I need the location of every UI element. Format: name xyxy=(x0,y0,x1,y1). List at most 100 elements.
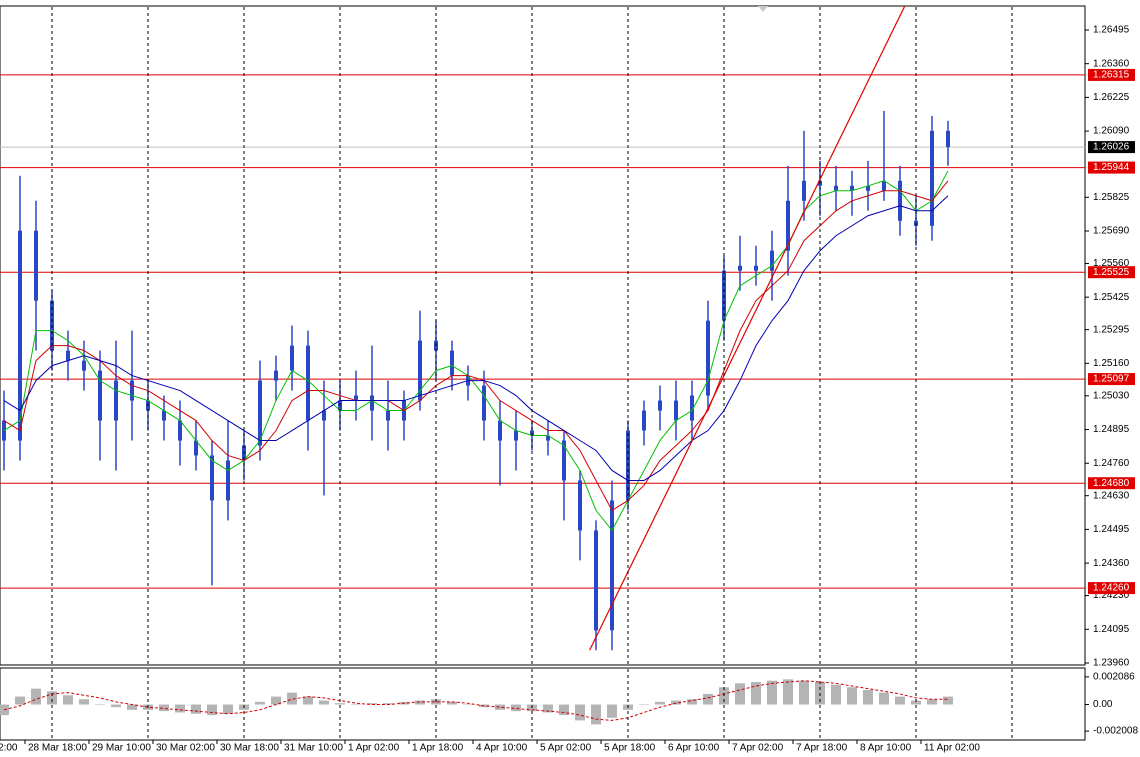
level-label: 1.24260 xyxy=(1093,583,1130,594)
candle-body xyxy=(482,385,486,421)
histogram-bar xyxy=(495,704,505,710)
histogram-bar xyxy=(207,704,217,716)
x-tick-label: 1 Apr 18:00 xyxy=(412,743,464,754)
y-tick-label: 0.002086 xyxy=(1093,672,1135,683)
level-label: 1.24680 xyxy=(1093,478,1130,489)
histogram-bar xyxy=(591,704,601,725)
candle-body xyxy=(770,250,774,271)
histogram-bar xyxy=(767,680,777,705)
candle-body xyxy=(18,230,22,441)
histogram-bar xyxy=(287,692,297,705)
histogram-bar xyxy=(783,679,793,705)
candle-body xyxy=(578,480,582,531)
candle-body xyxy=(866,185,870,191)
x-tick-label: 5 Apr 02:00 xyxy=(540,743,592,754)
y-tick-label: 1.26495 xyxy=(1093,25,1130,36)
candle-body xyxy=(226,460,230,501)
level-label-box xyxy=(1088,161,1135,174)
y-tick-label: 1.24630 xyxy=(1093,490,1130,501)
candle-body xyxy=(594,530,598,631)
histogram-bar xyxy=(751,682,761,705)
candle-body xyxy=(562,440,566,481)
level-label-box xyxy=(1088,68,1135,81)
histogram-bar xyxy=(223,704,233,714)
candle-body xyxy=(882,180,886,191)
candle-body xyxy=(290,345,294,371)
candle-body xyxy=(610,500,614,631)
candle-body xyxy=(802,180,806,201)
y-tick-label: 1.25030 xyxy=(1093,390,1130,401)
candle-body xyxy=(66,350,70,361)
y-tick-label: 1.25825 xyxy=(1093,192,1130,203)
indicator-plot xyxy=(0,679,953,725)
histogram-bar xyxy=(943,696,953,705)
candle-body xyxy=(834,185,838,191)
histogram-bar xyxy=(655,701,665,705)
histogram-bar xyxy=(415,700,425,705)
candle-body xyxy=(738,265,742,271)
histogram-bar xyxy=(63,695,73,705)
candle-body xyxy=(322,410,326,421)
candle-body xyxy=(674,400,678,421)
x-tick-label: 8 Apr 10:00 xyxy=(860,743,912,754)
candle-body xyxy=(850,185,854,191)
histogram-bar xyxy=(159,704,169,712)
histogram-bar xyxy=(367,703,377,705)
histogram-bar xyxy=(927,699,937,705)
candle-body xyxy=(706,320,710,396)
candle-body xyxy=(194,440,198,456)
histogram-bar xyxy=(911,700,921,705)
level-label-box xyxy=(1088,373,1135,386)
candle-body xyxy=(450,350,454,376)
x-tick-label: 30 Mar 18:00 xyxy=(220,743,279,754)
x-tick-label: 7 Apr 02:00 xyxy=(732,743,784,754)
moving-average xyxy=(3,195,949,481)
level-label: 1.25097 xyxy=(1093,374,1130,385)
y-tick-label: 1.26360 xyxy=(1093,58,1130,69)
y-tick-label: 1.24760 xyxy=(1093,458,1130,469)
level-label: 1.25525 xyxy=(1093,267,1130,278)
axes: 1.26495 1.26360 1.26225 1.26090 1.25825 1.256… xyxy=(0,7,1138,754)
y-tick-label: 1.25560 xyxy=(1093,258,1130,269)
histogram-bar xyxy=(671,700,681,705)
candle-body xyxy=(82,360,86,371)
histogram-bar xyxy=(895,696,905,705)
candle-body xyxy=(386,410,390,421)
y-tick-label: -0.002008 xyxy=(1093,726,1138,737)
y-tick-label: 1.25295 xyxy=(1093,324,1130,335)
x-tick-label: 4 Apr 10:00 xyxy=(476,743,528,754)
x-tick-label: 6 Apr 10:00 xyxy=(668,743,720,754)
shift-marker xyxy=(758,6,768,12)
x-tick-label: 31 Mar 10:00 xyxy=(284,743,343,754)
histogram-bar xyxy=(95,704,105,706)
candle-body xyxy=(370,395,374,411)
histogram-bar xyxy=(543,704,553,713)
candle-body xyxy=(306,345,310,421)
x-tick-label: 28 Mar 18:00 xyxy=(28,743,87,754)
candle-body xyxy=(946,130,950,148)
histogram-bar xyxy=(511,704,521,712)
candle-body xyxy=(178,420,182,441)
candle-body xyxy=(354,395,358,401)
y-tick-label: 1.25160 xyxy=(1093,358,1130,369)
last-price-label: 1.26026 xyxy=(1093,142,1130,153)
candle-body xyxy=(546,435,550,441)
histogram-bar xyxy=(31,688,41,705)
candle-body xyxy=(210,455,214,501)
main-plot xyxy=(0,6,1085,651)
histogram-bar xyxy=(383,703,393,705)
candle-body xyxy=(162,410,166,421)
main-panel-frame xyxy=(0,5,1086,666)
histogram-bar xyxy=(799,680,809,705)
histogram-bar xyxy=(335,703,345,705)
indicator-panel-frame xyxy=(0,667,1086,741)
candle-body xyxy=(98,370,102,421)
histogram-bar xyxy=(175,704,185,713)
moving-average xyxy=(3,170,949,532)
x-tick-label: 29 Mar 10:00 xyxy=(92,743,151,754)
histogram-bar xyxy=(191,704,201,714)
y-tick-label: 1.26225 xyxy=(1093,92,1130,103)
y-tick-label: 1.25425 xyxy=(1093,292,1130,303)
y-tick-label: 1.24230 xyxy=(1093,590,1130,601)
